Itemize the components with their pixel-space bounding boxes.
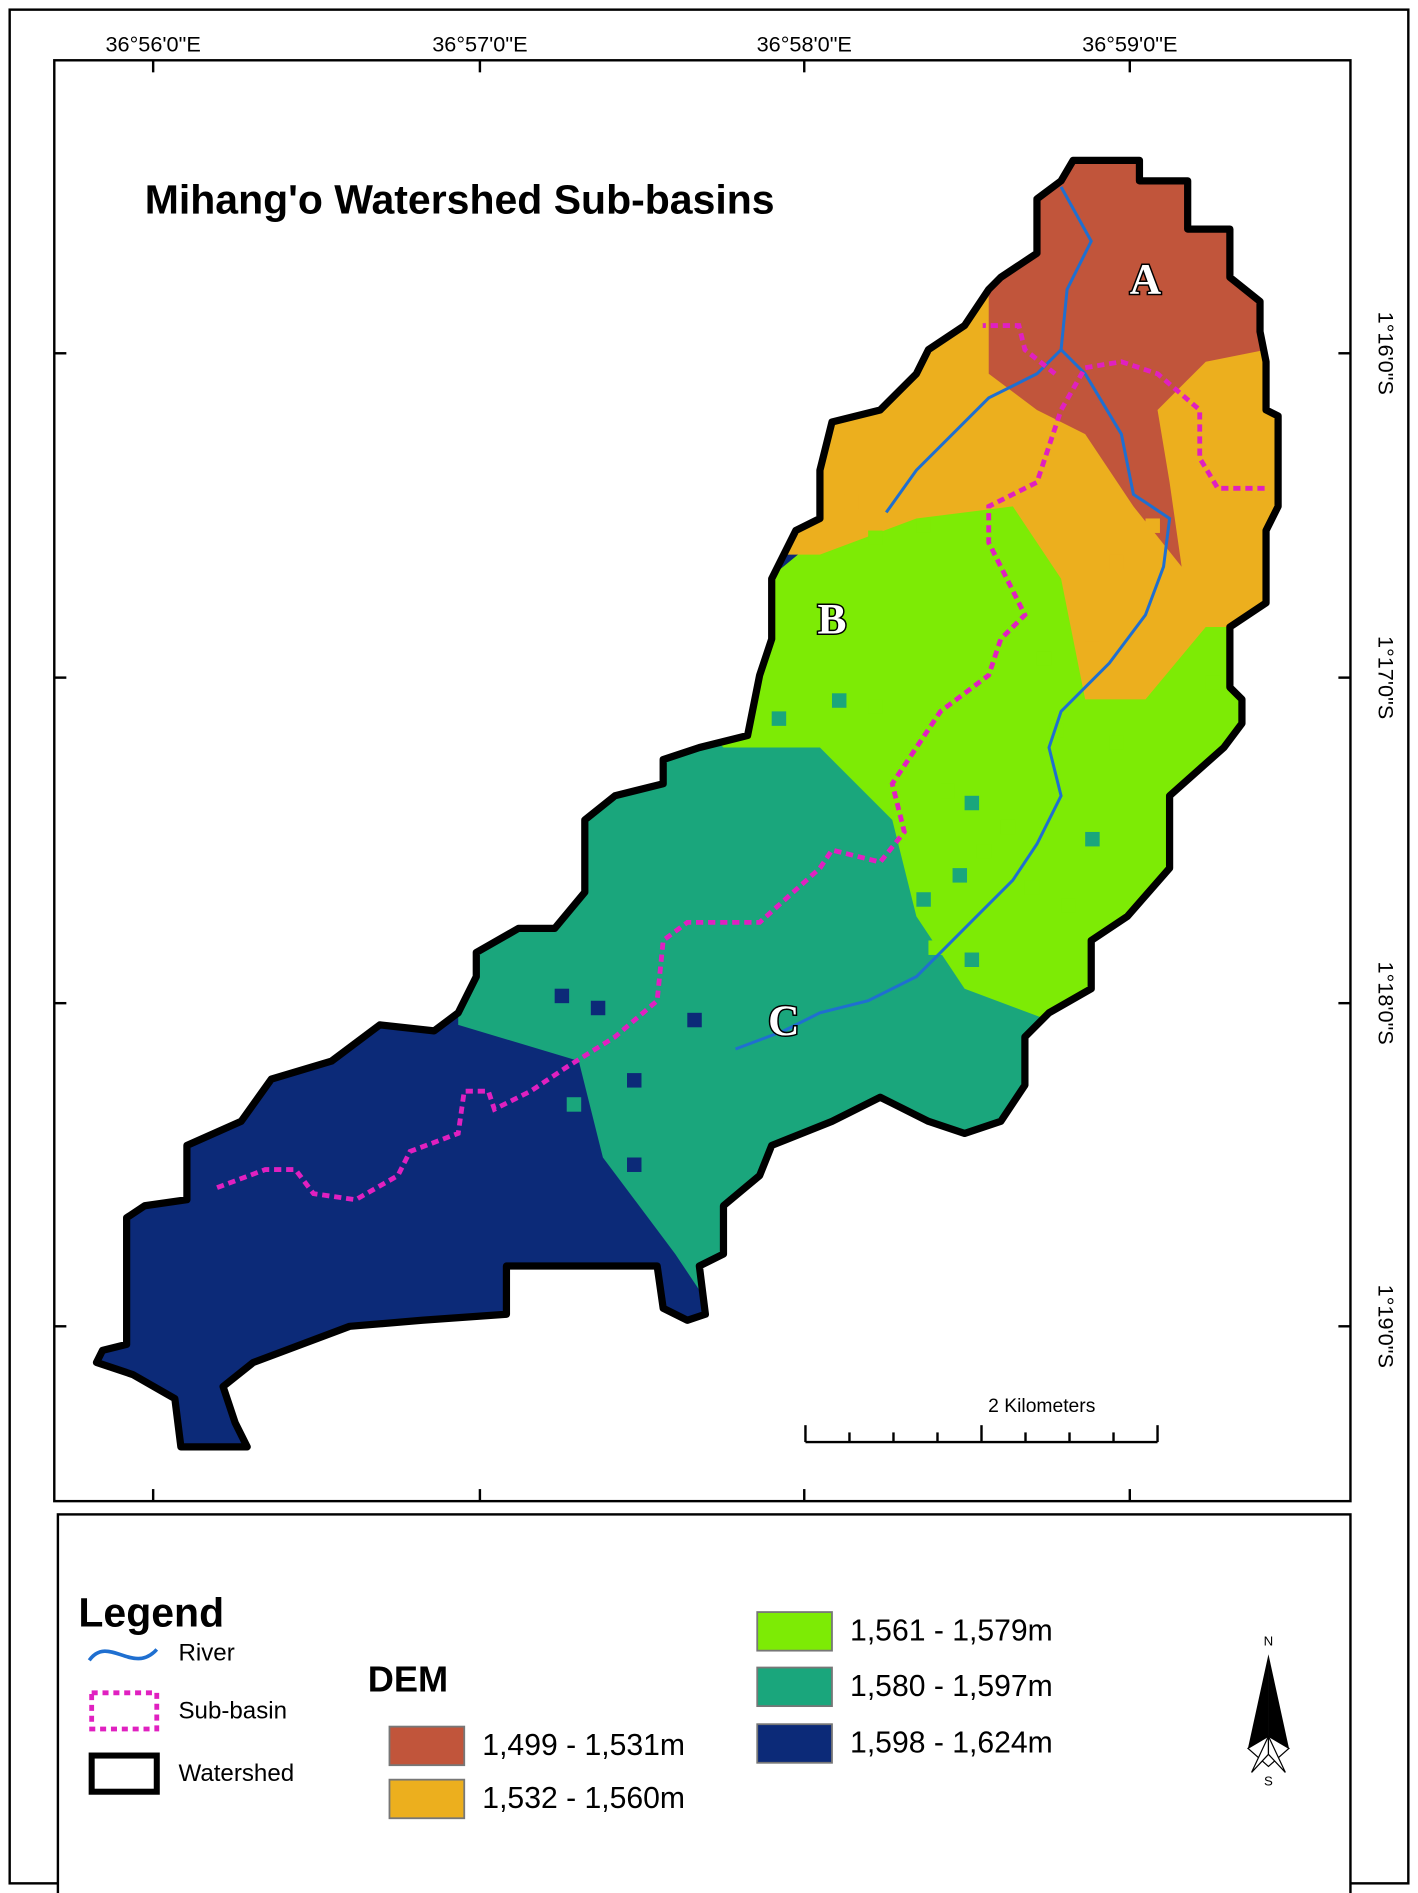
dem-pixel (1205, 675, 1221, 690)
legend-label: 1,598 - 1,624m (850, 1727, 1053, 1760)
legend-swatch (756, 1666, 833, 1708)
legend-label: River (178, 1640, 234, 1667)
dem-pixel (795, 747, 811, 763)
dem-pixel (952, 868, 968, 883)
sub-basin-boundary (216, 359, 1267, 1203)
sub-basin-boundary (982, 323, 1057, 376)
dem-pixel (868, 530, 883, 545)
legend-box (56, 1513, 1352, 1893)
dem-pixel (566, 1097, 582, 1112)
dem-pixel (590, 1000, 606, 1016)
dem-pixel (1085, 626, 1100, 642)
dem-pixel (976, 844, 992, 859)
scale-bar: 2 Kilometers (804, 1396, 1159, 1444)
legend-label: 1,499 - 1,531m (482, 1729, 685, 1762)
legend-swatch (756, 1723, 833, 1764)
sub-basin-label: B (818, 595, 847, 643)
dem-pixel (554, 988, 570, 1004)
dem-pixel (940, 783, 955, 799)
longitude-label: 36°58'0"E (757, 32, 852, 57)
scale-label: 2 Kilometers (988, 1396, 1095, 1417)
longitude-label: 36°57'0"E (432, 32, 527, 57)
south-label: S (1264, 1774, 1273, 1789)
dem-pixel (1024, 880, 1040, 895)
sub-basin-label: C (768, 997, 799, 1045)
dem-pixel (964, 795, 980, 811)
north-arrow: N S (1246, 1634, 1290, 1789)
dem-pixel (1061, 898, 1076, 913)
legend-label: 1,561 - 1,579m (850, 1615, 1053, 1648)
dem-pixel (964, 952, 980, 967)
latitude-label: 1°18'0"S (1373, 962, 1398, 1045)
dem-pixel (1000, 819, 1016, 835)
legend-label: Sub-basin (178, 1698, 287, 1725)
legend-subbasin-symbol (89, 1690, 160, 1732)
dem-pixel (723, 759, 738, 775)
dem-pixel (1085, 831, 1100, 847)
dem-pixel (627, 1157, 642, 1172)
dem-pixel (651, 1205, 666, 1221)
legend-river-symbol (87, 1648, 159, 1662)
longitude-label: 36°56'0"E (106, 32, 201, 57)
dem-pixel (916, 892, 931, 907)
dem-pixel (518, 1012, 533, 1028)
legend-label: Watershed (178, 1760, 294, 1787)
legend-swatch (388, 1778, 466, 1820)
legend-title: Legend (78, 1590, 224, 1636)
dem-pixel (1036, 651, 1052, 666)
legend-label: 1,580 - 1,597m (850, 1670, 1053, 1703)
dem-pixel (723, 1109, 738, 1124)
north-label: N (1264, 1634, 1274, 1649)
longitude-label: 36°59'0"E (1082, 32, 1177, 57)
latitude-label: 1°17'0"S (1373, 636, 1398, 719)
watershed-boundary (92, 156, 1282, 1451)
dem-pixel (771, 711, 787, 726)
dem-pixel (627, 1073, 642, 1088)
sub-basin-label: A (1130, 255, 1162, 303)
dem-pixel (916, 518, 931, 533)
dem-pixel (1145, 518, 1160, 533)
map-title: Mihang'o Watershed Sub-basins (145, 176, 775, 222)
latitude-label: 1°16'0"S (1373, 312, 1398, 395)
dem-pixel (831, 693, 847, 708)
legend-label: 1,532 - 1,560m (482, 1782, 685, 1815)
latitude-label: 1°19'0"S (1373, 1285, 1398, 1368)
legend-watershed-symbol (88, 1752, 160, 1795)
dem-pixel (1109, 735, 1124, 750)
legend-swatch (388, 1725, 466, 1767)
dem-pixel (928, 940, 943, 955)
dem-title: DEM (368, 1659, 448, 1700)
river (885, 186, 1093, 514)
dem-pixel (675, 1157, 690, 1172)
dem-pixel (687, 1012, 702, 1028)
dem-pixel (1109, 554, 1124, 570)
dem-pixel (868, 699, 883, 714)
legend-swatch (756, 1611, 833, 1652)
dem-pixel (844, 494, 859, 509)
river (734, 348, 1172, 1051)
